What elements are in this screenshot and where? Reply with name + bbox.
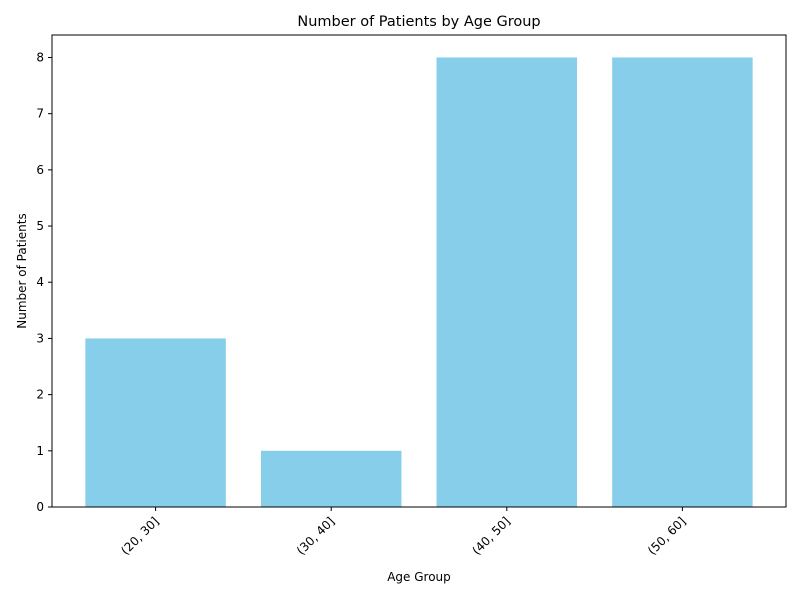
y-tick-label: 8: [36, 50, 44, 64]
x-axis-label: Age Group: [387, 570, 451, 584]
y-tick-label: 5: [36, 219, 44, 233]
bar-3: [436, 57, 578, 507]
bar-2: [260, 450, 402, 507]
y-tick-label: 0: [36, 500, 44, 514]
x-tick-label: (40, 50]: [469, 514, 513, 558]
x-tick-label: (50, 60]: [645, 514, 689, 558]
y-tick-label: 7: [36, 107, 44, 121]
bar-4: [612, 57, 753, 507]
bar-1: [85, 338, 226, 507]
y-axis: 0 1 2 3 4 5 6 7 8: [36, 50, 52, 514]
x-tick-label: (20, 30]: [118, 514, 162, 558]
chart-title: Number of Patients by Age Group: [297, 14, 540, 30]
bars-group: [85, 57, 753, 507]
y-tick-label: 4: [36, 275, 44, 289]
plot-frame: [51, 34, 787, 508]
y-axis-label: Number of Patients: [15, 213, 29, 328]
x-tick-label: (30, 40]: [294, 514, 338, 558]
y-tick-label: 3: [36, 331, 44, 345]
y-tick-label: 6: [36, 163, 44, 177]
x-axis: (20, 30] (30, 40] (40, 50] (50, 60]: [118, 507, 689, 558]
y-tick-label: 2: [36, 388, 44, 402]
y-tick-label: 1: [36, 444, 44, 458]
